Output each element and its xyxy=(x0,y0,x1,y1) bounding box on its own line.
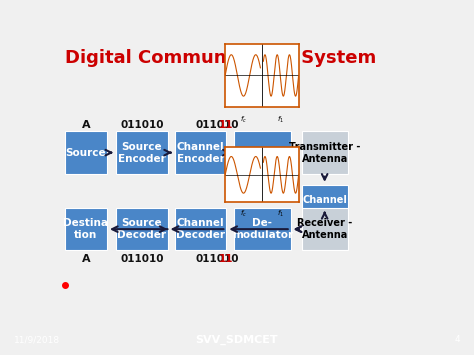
Text: A: A xyxy=(82,120,91,130)
Text: 011010: 011010 xyxy=(195,253,239,263)
FancyBboxPatch shape xyxy=(65,208,107,250)
Text: 11: 11 xyxy=(219,253,233,263)
Text: SVV_SDMCET: SVV_SDMCET xyxy=(196,335,278,345)
Text: 011010: 011010 xyxy=(195,120,239,130)
Text: 11: 11 xyxy=(219,120,233,130)
FancyBboxPatch shape xyxy=(65,131,107,174)
FancyBboxPatch shape xyxy=(301,208,347,250)
FancyBboxPatch shape xyxy=(234,208,291,250)
Text: Receiver -
Antenna: Receiver - Antenna xyxy=(297,218,352,240)
FancyBboxPatch shape xyxy=(116,131,168,174)
Text: De-
modulator: De- modulator xyxy=(232,218,293,240)
Text: Digital Communication System: Digital Communication System xyxy=(65,49,376,67)
FancyBboxPatch shape xyxy=(234,131,291,174)
Text: Transmitter -
Antenna: Transmitter - Antenna xyxy=(289,142,360,164)
Text: Source: Source xyxy=(65,148,106,158)
Text: Channel: Channel xyxy=(302,196,347,206)
Text: Channel
Encoder: Channel Encoder xyxy=(177,142,225,164)
FancyBboxPatch shape xyxy=(301,185,347,216)
Text: $f_1$: $f_1$ xyxy=(277,209,284,219)
Text: $f_1$: $f_1$ xyxy=(277,115,284,125)
Text: Destina
tion: Destina tion xyxy=(64,218,109,240)
Text: 011010: 011010 xyxy=(120,120,164,130)
Text: $f_c$: $f_c$ xyxy=(240,209,247,219)
FancyBboxPatch shape xyxy=(301,131,347,174)
Text: 011010: 011010 xyxy=(120,253,164,263)
Text: Modulator: Modulator xyxy=(232,148,292,158)
Text: A: A xyxy=(82,253,91,263)
FancyBboxPatch shape xyxy=(116,208,168,250)
Text: Channel
Decoder: Channel Decoder xyxy=(176,218,225,240)
Text: Source
Encoder: Source Encoder xyxy=(118,142,166,164)
FancyBboxPatch shape xyxy=(175,131,227,174)
Text: 4: 4 xyxy=(454,335,460,344)
FancyBboxPatch shape xyxy=(175,208,227,250)
Text: Source
Decoder: Source Decoder xyxy=(118,218,166,240)
Text: 11/9/2018: 11/9/2018 xyxy=(14,335,60,344)
Text: $f_c$: $f_c$ xyxy=(240,115,247,125)
